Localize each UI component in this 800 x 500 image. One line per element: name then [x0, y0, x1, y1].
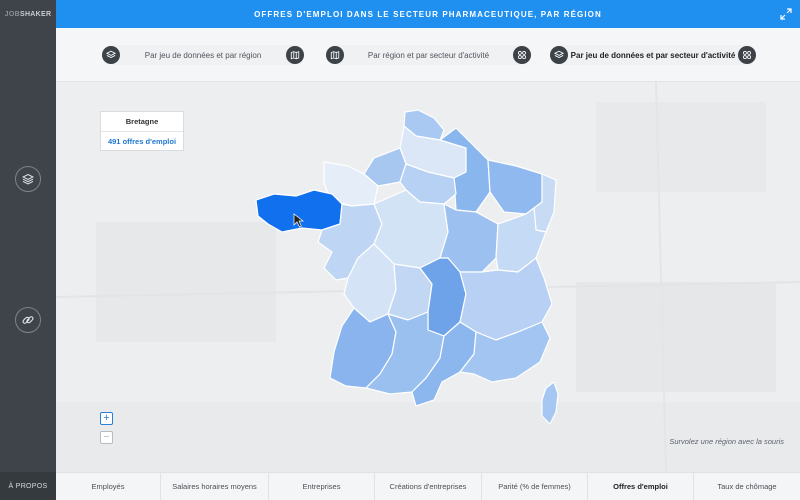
tab-offres-emploi[interactable]: Offres d'emploi	[588, 473, 694, 500]
map-icon	[326, 46, 344, 64]
layers-button[interactable]	[15, 166, 41, 192]
tab-salaires[interactable]: Salaires horaires moyens	[161, 473, 269, 500]
tab-creations[interactable]: Créations d'entreprises	[375, 473, 482, 500]
grid-icon	[738, 46, 756, 64]
selector-region-sector[interactable]: Par région et par secteur d'activité	[326, 45, 531, 65]
tab-parite[interactable]: Parité (% de femmes)	[482, 473, 588, 500]
zoom-out-button[interactable]: −	[100, 431, 113, 444]
layers-icon	[22, 173, 34, 185]
france-map	[255, 109, 559, 425]
region-franche-comte[interactable]	[495, 207, 547, 273]
selector-dataset-region[interactable]: Par jeu de données et par région	[102, 45, 304, 65]
zoom-in-button[interactable]: +	[100, 412, 113, 425]
layers-icon	[550, 46, 568, 64]
logo-part-1: JOB	[4, 10, 20, 18]
region-corse[interactable]	[541, 381, 559, 425]
tab-entreprises[interactable]: Entreprises	[269, 473, 375, 500]
sidebar: JOB SHAKER À PROPOS	[0, 0, 56, 500]
dataset-tabs: Employés Salaires horaires moyens Entrep…	[56, 472, 800, 500]
region-paca[interactable]	[459, 321, 551, 383]
selector-label: Par jeu de données et par secteur d'acti…	[570, 50, 736, 60]
tab-employes[interactable]: Employés	[56, 473, 161, 500]
app-logo[interactable]: JOB SHAKER	[0, 0, 56, 28]
region-name: Bretagne	[101, 112, 183, 132]
expand-icon[interactable]	[780, 8, 792, 20]
region-job-count: 491 offres d'emploi	[107, 137, 177, 146]
about-button[interactable]: À PROPOS	[0, 472, 56, 500]
region-info-box: Bretagne 491 offres d'emploi	[100, 111, 184, 151]
layers-icon	[102, 46, 120, 64]
grid-icon	[513, 46, 531, 64]
mouse-cursor	[293, 213, 305, 228]
selector-label: Par jeu de données et par région	[144, 50, 262, 60]
selector-label: Par région et par secteur d'activité	[367, 50, 490, 60]
header-bar: OFFRES D'EMPLOI DANS LE SECTEUR PHARMACE…	[56, 0, 800, 28]
map-icon	[286, 46, 304, 64]
tab-taux-chomage[interactable]: Taux de chômage	[717, 482, 777, 491]
region-lorraine[interactable]	[487, 159, 543, 215]
link-icon	[22, 316, 34, 324]
logo-part-2: SHAKER	[19, 10, 52, 18]
link-button[interactable]	[15, 307, 41, 333]
view-selector-bar: Par jeu de données et par région Par rég…	[56, 28, 800, 82]
region-languedoc-roussillon[interactable]	[411, 321, 477, 407]
selector-dataset-sector[interactable]: Par jeu de données et par secteur d'acti…	[550, 45, 756, 65]
map-area: Bretagne 491 offres d'emploi + − Survole…	[56, 82, 800, 472]
page-title: OFFRES D'EMPLOI DANS LE SECTEUR PHARMACE…	[254, 9, 602, 19]
hover-hint: Survolez une région avec la souris	[669, 437, 784, 446]
